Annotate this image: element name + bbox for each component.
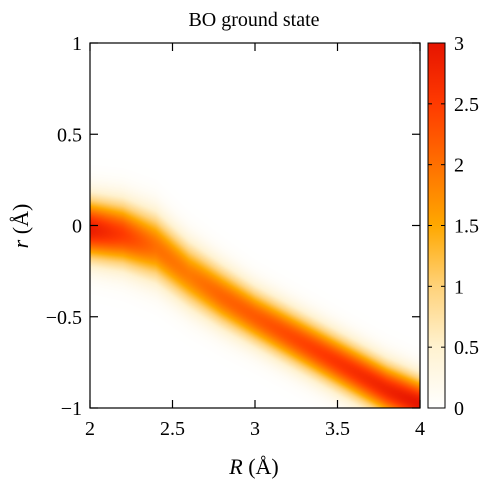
x-tick-label: 2.5 [160,418,185,440]
colorbar-tick-label: 3 [454,33,464,55]
y-axis-label: r (Å) [8,204,33,249]
y-tick-label: 1 [72,33,82,55]
y-tick-label: −0.5 [46,307,82,329]
x-tick-label: 3 [250,418,260,440]
colorbar-tick-label: 1.5 [454,216,479,238]
y-tick-label: 0 [72,216,82,238]
colorbar-tick-label: 2.5 [454,94,479,116]
colorbar-tick-label: 0 [454,398,464,420]
chart-title: BO ground state [188,9,319,31]
x-tick-label: 4 [415,418,425,440]
x-tick-label: 2 [85,418,95,440]
y-tick-label: 0.5 [57,124,82,146]
x-axis-variable: R [228,454,243,479]
x-axis-ticks: 2 2.5 3 3.5 4 [85,43,425,440]
colorbar-tick-label: 0.5 [454,337,479,359]
y-tick-label: −1 [61,398,82,420]
colorbar-tick-label: 1 [454,276,464,298]
y-axis-variable: r [8,239,33,248]
heatmap-image [90,43,420,408]
colorbar-tick-label: 2 [454,155,464,177]
y-axis-ticks: 1 0.5 0 −0.5 −1 [46,33,420,420]
y-axis-unit: (Å) [8,204,33,235]
colorbar-ticks: 3 2.5 2 1.5 1 0.5 0 [428,33,479,420]
x-axis-label: R (Å) [228,454,279,479]
x-axis-unit: (Å) [248,454,279,479]
x-tick-label: 3.5 [325,418,350,440]
